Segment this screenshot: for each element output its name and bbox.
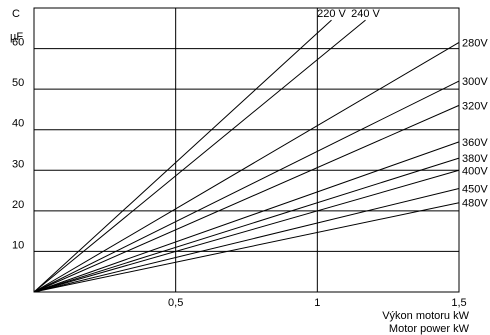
y-axis-label-symbol: C (12, 8, 20, 20)
series-label: 320V (462, 100, 488, 112)
series-label: 480V (462, 198, 488, 210)
series-label: 450V (462, 184, 488, 196)
series-line-6 (33, 157, 460, 293)
series-label: 220 V (317, 8, 346, 20)
x-tick-label: 1 (314, 297, 320, 309)
series-label: 300V (462, 76, 488, 88)
y-tick-label: 30 (12, 158, 24, 170)
series-label: 400V (462, 165, 488, 177)
series-line-8 (33, 188, 460, 293)
x-axis-label-en: Motor power kW (389, 323, 470, 335)
series-line-9 (33, 202, 460, 293)
y-tick-label: 10 (12, 239, 24, 251)
y-tick-label: 60 (12, 37, 24, 49)
series-line-3 (33, 80, 460, 293)
series-label: 240 V (351, 8, 380, 20)
series-line-2 (33, 42, 460, 293)
series-label: 280V (462, 37, 488, 49)
y-tick-label: 50 (12, 77, 24, 89)
y-axis-label-unit: µF (10, 31, 23, 43)
y-tick-label: 40 (12, 118, 24, 130)
series-line-0 (33, 19, 332, 293)
x-axis-label-cz: Výkon motoru kW (382, 310, 469, 322)
series-lines (33, 19, 460, 293)
series-line-7 (33, 169, 460, 293)
y-tick-label: 20 (12, 199, 24, 211)
series-label: 360V (462, 137, 488, 149)
grid-lines (34, 8, 460, 292)
series-label: 380V (462, 153, 488, 165)
series-line-4 (33, 104, 460, 293)
x-tick-label: 1,5 (451, 297, 466, 309)
series-line-1 (33, 19, 366, 293)
series-line-5 (33, 141, 460, 293)
x-tick-label: 0,5 (168, 297, 183, 309)
tick-labels: 10 20 30 40 50 60 0,5 1 1,5 (12, 37, 467, 309)
plot-frame (33, 7, 460, 293)
